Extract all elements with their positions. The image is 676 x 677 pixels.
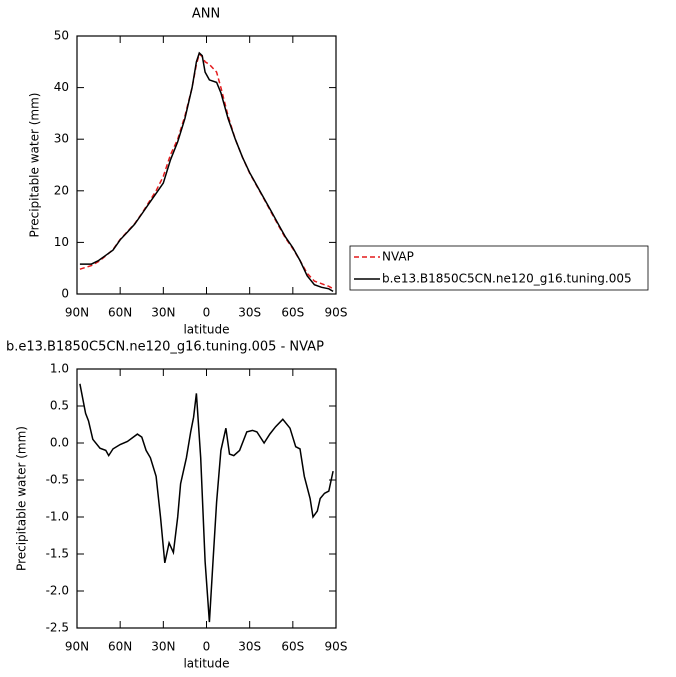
chart-title: b.e13.B1850C5CN.ne120_g16.tuning.005 - N… <box>6 340 324 355</box>
x-tick-label: 90S <box>325 640 348 654</box>
y-tick-label: 20 <box>54 183 69 197</box>
x-tick-label: 60N <box>108 306 132 320</box>
x-tick-label: 0 <box>203 306 211 320</box>
y-tick-label: -2.5 <box>46 621 69 635</box>
y-tick-label: 50 <box>54 29 69 43</box>
y-tick-label: 1.0 <box>50 362 69 376</box>
data-line <box>79 51 334 293</box>
y-tick-label: -0.5 <box>46 473 69 487</box>
x-tick-label: 30N <box>151 306 175 320</box>
x-axis-label: latitude <box>183 657 229 671</box>
y-tick-label: 10 <box>54 235 69 249</box>
x-tick-label: 60S <box>281 306 304 320</box>
x-tick-label: 30N <box>151 640 175 654</box>
y-tick-label: 40 <box>54 80 69 94</box>
y-axis-label: Precipitable water (mm) <box>15 426 29 571</box>
y-tick-label: 0.0 <box>50 436 69 450</box>
chart-title: ANN <box>192 7 220 22</box>
legend-box <box>349 245 649 291</box>
data-line <box>79 383 334 623</box>
y-tick-label: 30 <box>54 132 69 146</box>
x-tick-label: 90N <box>65 306 89 320</box>
y-tick-label: -1.0 <box>46 510 69 524</box>
x-axis-label: latitude <box>183 323 229 337</box>
x-tick-label: 30S <box>238 640 261 654</box>
x-tick-label: 60S <box>281 640 304 654</box>
legend-label: NVAP <box>382 250 414 264</box>
x-tick-label: 90N <box>65 640 89 654</box>
y-tick-label: 0.5 <box>50 399 69 413</box>
data-line <box>79 52 334 290</box>
x-tick-label: 60N <box>108 640 132 654</box>
y-axis-label: Precipitable water (mm) <box>28 93 42 238</box>
x-tick-label: 30S <box>238 306 261 320</box>
legend-label: b.e13.B1850C5CN.ne120_g16.tuning.005 <box>382 272 632 286</box>
x-tick-label: 90S <box>325 306 348 320</box>
y-tick-label: 0 <box>61 287 69 301</box>
x-tick-label: 0 <box>203 640 211 654</box>
y-tick-label: -2.0 <box>46 584 69 598</box>
y-tick-label: -1.5 <box>46 547 69 561</box>
